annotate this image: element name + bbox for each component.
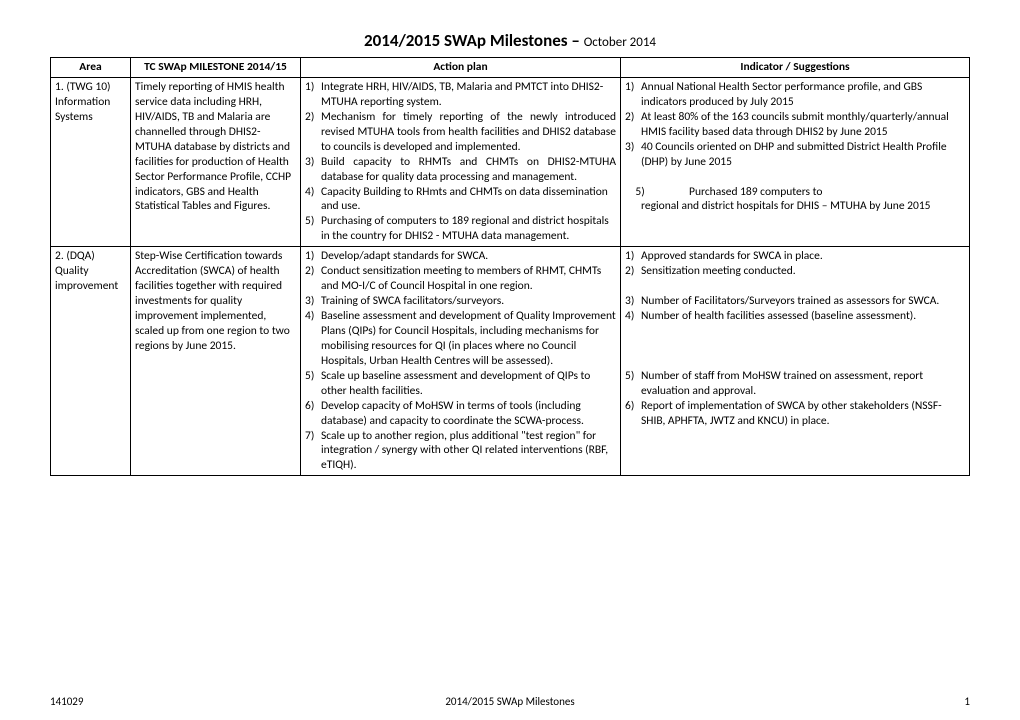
footer-center: 2014/2015 SWAp Milestones [50, 695, 970, 708]
indicator-text: Number of health facilities assessed (ba… [641, 309, 965, 324]
indicator-num: 5) [625, 369, 641, 399]
indicator-num: 3) [625, 140, 641, 170]
action-item: 5)Purchasing of computers to 189 regiona… [305, 214, 616, 244]
indicator-num: 4) [625, 309, 641, 324]
indicator-num: 2) [625, 110, 641, 140]
action-text: Scale up baseline assessment and develop… [321, 369, 616, 399]
action-num: 7) [305, 429, 321, 474]
action-num: 1) [305, 80, 321, 110]
action-num: 3) [305, 294, 321, 309]
indicator-text: Approved standards for SWCA in place. [641, 249, 965, 264]
indicator-item: 5)Number of staff from MoHSW trained on … [625, 369, 965, 399]
cell-area: 1. (TWG 10) Information Systems [51, 77, 131, 246]
action-item: 7) Scale up to another region, plus addi… [305, 429, 616, 474]
page-title: 2014/2015 SWAp Milestones – October 2014 [50, 30, 970, 51]
action-item: 1) Develop/adapt standards for SWCA. [305, 249, 616, 264]
cell-indicators: 1)Annual National Health Sector performa… [621, 77, 970, 246]
indicator-item: 3)Number of Facilitators/Surveyors train… [625, 294, 965, 309]
table-row: 2. (DQA) Quality improvementStep-Wise Ce… [51, 247, 970, 476]
action-num: 6) [305, 399, 321, 429]
action-text: Training of SWCA facilitators/surveyors. [321, 294, 616, 309]
action-text: Develop/adapt standards for SWCA. [321, 249, 616, 264]
indicator-num: 6) [625, 399, 641, 429]
action-text: Capacity Building to RHmts and CHMTs on … [321, 185, 616, 215]
action-num: 4) [305, 309, 321, 369]
header-indicator: Indicator / Suggestions [621, 58, 970, 78]
indicator-num: 2) [625, 264, 641, 279]
action-num: 5) [305, 369, 321, 399]
action-item: 3) Training of SWCA facilitators/surveyo… [305, 294, 616, 309]
milestones-table: Area TC SWAp MILESTONE 2014/15 Action pl… [50, 57, 970, 476]
action-item: 1)Integrate HRH, HIV/AIDS, TB, Malaria a… [305, 80, 616, 110]
indicator-text: Sensitization meeting conducted. [641, 264, 965, 279]
indicator-item: 2)Sensitization meeting conducted. [625, 264, 965, 279]
action-item: 6) Develop capacity of MoHSW in terms of… [305, 399, 616, 429]
action-num: 4) [305, 185, 321, 215]
indicator-item [625, 279, 965, 294]
indicator-num: 3) [625, 294, 641, 309]
action-text: Purchasing of computers to 189 regional … [321, 214, 616, 244]
indicator-text: Report of implementation of SWCA by othe… [641, 399, 965, 429]
title-sub: October 2014 [584, 35, 656, 50]
action-item: 2)Mechanism for timely reporting of the … [305, 110, 616, 155]
indicator-item: 6)Report of implementation of SWCA by ot… [625, 399, 965, 429]
cell-milestone: Timely reporting of HMIS health service … [131, 77, 301, 246]
header-milestone: TC SWAp MILESTONE 2014/15 [131, 58, 301, 78]
indicator-item [625, 339, 965, 354]
action-text: Mechanism for timely reporting of the ne… [321, 110, 616, 155]
indicator-item [625, 324, 965, 339]
indicator-text: Annual National Health Sector performanc… [641, 80, 965, 110]
indicator-item [625, 354, 965, 369]
action-item: 3)Build capacity to RHMTs and CHMTs on D… [305, 155, 616, 185]
action-num: 2) [305, 110, 321, 155]
indicator-item: 3)40 Councils oriented on DHP and submit… [625, 140, 965, 170]
indicator-text: Number of Facilitators/Surveyors trained… [641, 294, 965, 309]
cell-milestone: Step-Wise Certification towards Accredit… [131, 247, 301, 476]
action-item: 5) Scale up baseline assessment and deve… [305, 369, 616, 399]
action-num: 3) [305, 155, 321, 185]
title-main: 2014/2015 SWAp Milestones – [364, 30, 584, 51]
indicator-extra-text: Purchased 189 computers to [689, 185, 822, 200]
action-text: Scale up to another region, plus additio… [321, 429, 616, 474]
cell-indicators: 1)Approved standards for SWCA in place.2… [621, 247, 970, 476]
indicator-item: 1)Annual National Health Sector performa… [625, 80, 965, 110]
action-text: Build capacity to RHMTs and CHMTs on DHI… [321, 155, 616, 185]
table-row: 1. (TWG 10) Information SystemsTimely re… [51, 77, 970, 246]
header-action: Action plan [301, 58, 621, 78]
indicator-item: 1)Approved standards for SWCA in place. [625, 249, 965, 264]
action-text: Develop capacity of MoHSW in terms of to… [321, 399, 616, 429]
action-num: 5) [305, 214, 321, 244]
header-area: Area [51, 58, 131, 78]
indicator-item: 4)Number of health facilities assessed (… [625, 309, 965, 324]
indicator-num: 1) [625, 249, 641, 264]
page-footer: 141029 2014/2015 SWAp Milestones 1 [50, 695, 970, 708]
indicator-extra-num: 5) [625, 185, 689, 200]
table-header-row: Area TC SWAp MILESTONE 2014/15 Action pl… [51, 58, 970, 78]
action-text: Integrate HRH, HIV/AIDS, TB, Malaria and… [321, 80, 616, 110]
action-num: 1) [305, 249, 321, 264]
action-item: 4) Baseline assessment and development o… [305, 309, 616, 369]
indicator-extra-rest: regional and district hospitals for DHIS… [641, 199, 965, 214]
cell-area: 2. (DQA) Quality improvement [51, 247, 131, 476]
action-item: 4)Capacity Building to RHmts and CHMTs o… [305, 185, 616, 215]
cell-actions: 1) Develop/adapt standards for SWCA.2) C… [301, 247, 621, 476]
indicator-text: At least 80% of the 163 councils submit … [641, 110, 965, 140]
indicator-extra: 5)Purchased 189 computers to [625, 185, 965, 200]
action-num: 2) [305, 264, 321, 294]
action-text: Baseline assessment and development of Q… [321, 309, 616, 369]
indicator-num: 1) [625, 80, 641, 110]
action-text: Conduct sensitization meeting to members… [321, 264, 616, 294]
cell-actions: 1)Integrate HRH, HIV/AIDS, TB, Malaria a… [301, 77, 621, 246]
indicator-text: Number of staff from MoHSW trained on as… [641, 369, 965, 399]
action-item: 2) Conduct sensitization meeting to memb… [305, 264, 616, 294]
indicator-item: 2)At least 80% of the 163 councils submi… [625, 110, 965, 140]
indicator-text: 40 Councils oriented on DHP and submitte… [641, 140, 965, 170]
